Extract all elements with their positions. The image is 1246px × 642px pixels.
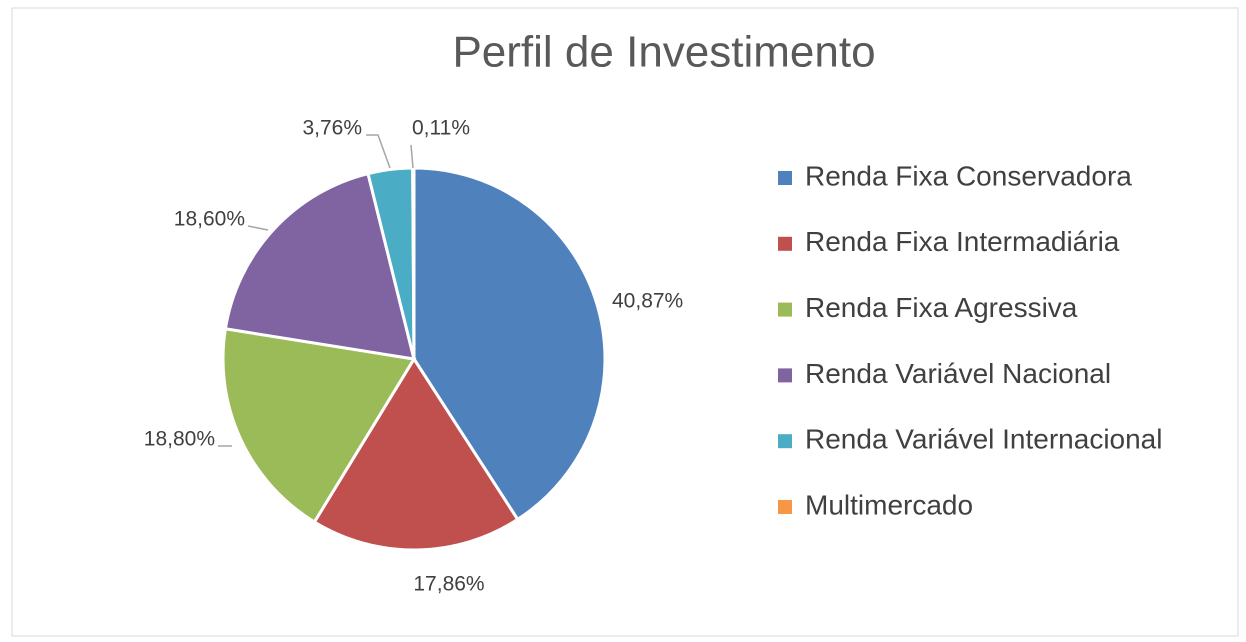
leader-line xyxy=(366,134,391,169)
data-label: 0,11% xyxy=(412,117,470,140)
pie-slice xyxy=(312,356,520,552)
leader-line xyxy=(410,144,414,169)
legend-swatch xyxy=(778,171,792,185)
data-label: 18,60% xyxy=(174,208,245,231)
pie-slice xyxy=(411,166,416,360)
data-label: 18,80% xyxy=(144,428,215,451)
legend-label: Renda Variável Nacional xyxy=(805,358,1111,389)
legend-swatch xyxy=(778,368,792,383)
legend-label: Renda Fixa Intermadiária xyxy=(805,226,1120,257)
legend-label: Renda Fixa Agressiva xyxy=(805,292,1078,323)
chart-border xyxy=(11,7,1239,637)
data-label: 40,87% xyxy=(612,290,683,313)
leader-line xyxy=(247,225,269,231)
data-label: 3,76% xyxy=(302,117,362,140)
legend-label: Multimercado xyxy=(805,489,973,520)
legend-swatch xyxy=(778,302,792,317)
legend-swatch xyxy=(778,434,792,449)
data-label: 17,86% xyxy=(413,573,484,596)
legend-swatch xyxy=(778,236,792,251)
pie-slice xyxy=(221,327,417,525)
chart-title: Perfil de Investimento xyxy=(452,28,875,77)
pie-slice xyxy=(223,171,417,361)
legend-swatch xyxy=(778,500,792,514)
legend-label: Renda Fixa Conservadora xyxy=(805,160,1132,191)
legend-label: Renda Variável Internacional xyxy=(805,424,1162,455)
